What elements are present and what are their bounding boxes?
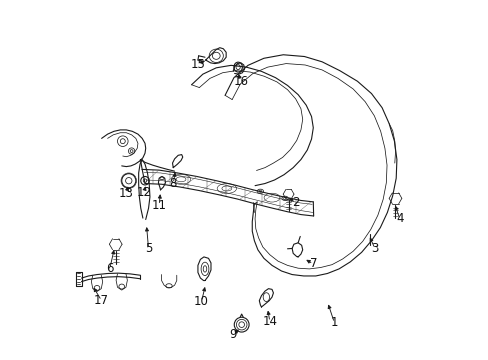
Text: 13: 13 (119, 187, 134, 200)
Text: 17: 17 (94, 294, 109, 307)
Text: 8: 8 (169, 177, 177, 190)
Ellipse shape (234, 317, 248, 332)
Text: 12: 12 (136, 186, 151, 199)
Text: 2: 2 (291, 197, 299, 210)
Text: 7: 7 (309, 257, 316, 270)
Ellipse shape (141, 176, 149, 185)
Ellipse shape (122, 174, 136, 188)
Text: 4: 4 (395, 212, 403, 225)
Text: 10: 10 (194, 295, 208, 308)
Text: 11: 11 (151, 199, 166, 212)
Text: 15: 15 (190, 58, 205, 71)
Ellipse shape (233, 62, 242, 72)
Text: 6: 6 (106, 262, 113, 275)
Text: 14: 14 (262, 315, 277, 328)
Text: 3: 3 (370, 242, 378, 255)
Text: 5: 5 (144, 242, 152, 255)
Text: 1: 1 (330, 316, 338, 329)
Text: 16: 16 (233, 75, 248, 88)
Text: 9: 9 (229, 328, 237, 341)
